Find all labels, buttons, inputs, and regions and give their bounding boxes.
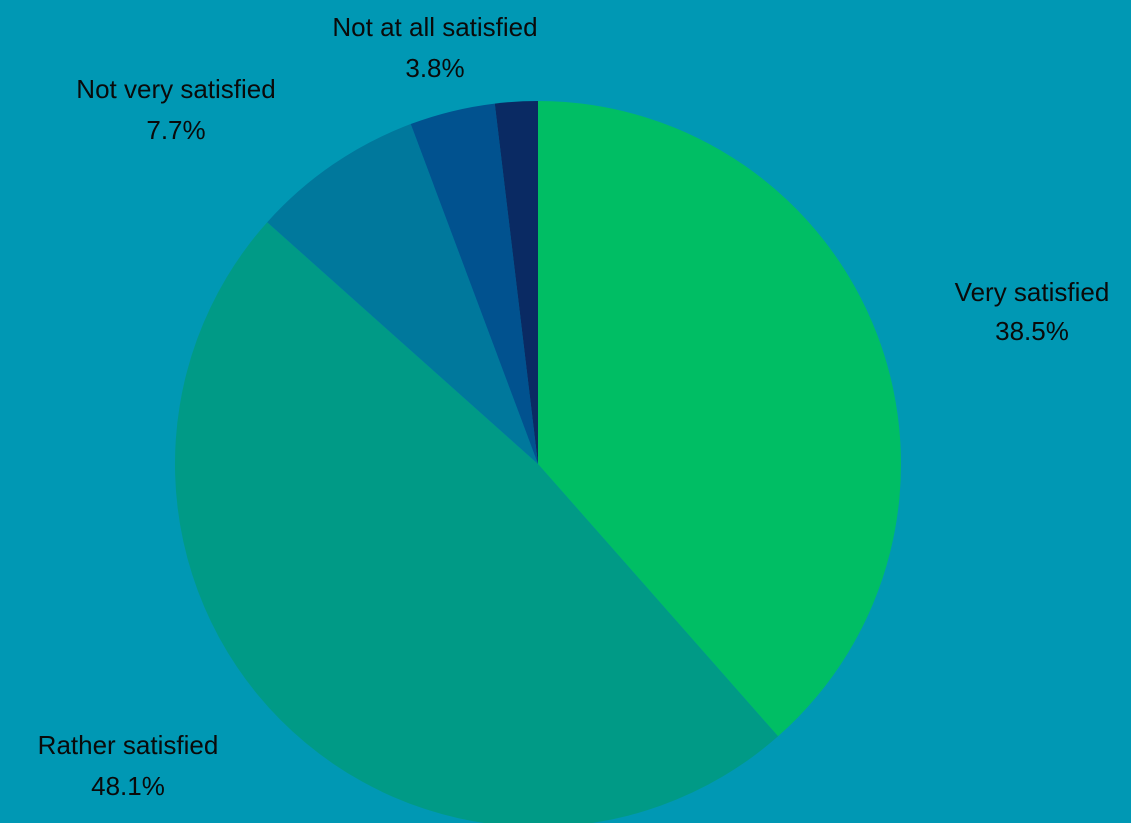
label-name: Not at all satisfied [332, 12, 537, 42]
label-value: 7.7% [146, 115, 205, 145]
pie-slice-rather-satisfied-1 [174, 222, 779, 823]
label-name: Not very satisfied [76, 74, 275, 104]
slice-label-very-satisfied: Very satisfied 38.5% [955, 277, 1110, 346]
label-name: Rather satisfied [38, 730, 219, 760]
pie-slice-not-very-satisfied-2 [267, 124, 538, 464]
pie-slice-unlabeled-4 [494, 101, 538, 464]
pie-slice-very-satisfied-0 [538, 101, 902, 737]
label-value: 3.8% [405, 53, 464, 83]
label-value: 38.5% [995, 316, 1069, 346]
slice-label-rather-satisfied: Rather satisfied 48.1% [38, 730, 219, 801]
label-value: 48.1% [91, 771, 165, 801]
pie-slice-not-at-all-satisfied-3 [410, 103, 538, 464]
pie-slices [174, 101, 902, 823]
label-name: Very satisfied [955, 277, 1110, 307]
slice-label-not-very-satisfied: Not very satisfied 7.7% [76, 74, 275, 145]
slice-label-not-at-all-satisfied: Not at all satisfied 3.8% [332, 12, 537, 83]
